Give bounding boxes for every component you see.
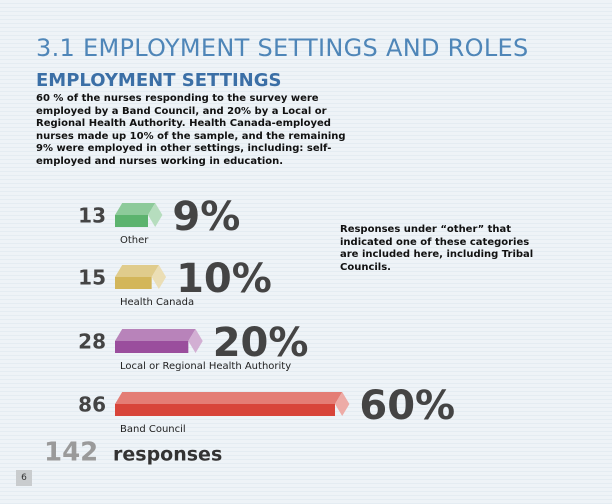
- note: Responses under “other” that indicated o…: [340, 224, 534, 273]
- bar: [115, 404, 335, 416]
- bar: [115, 215, 148, 227]
- category-label: Band Council: [120, 424, 186, 435]
- bar-top: [115, 203, 156, 215]
- bar-top: [115, 392, 343, 404]
- count-label: 86: [78, 393, 106, 417]
- bar-cap: [335, 392, 350, 416]
- count-label: 15: [78, 266, 106, 290]
- category-label: Health Canada: [120, 297, 194, 308]
- count-label: 28: [78, 330, 106, 354]
- intro-text: 60 % of the nurses responding to the sur…: [36, 93, 346, 167]
- total-count: 142: [44, 438, 98, 468]
- bar-cap: [188, 329, 203, 353]
- value-label: 60%: [359, 383, 455, 429]
- bar-cap: [151, 265, 167, 289]
- bar: [115, 277, 152, 289]
- page-number: 6: [16, 470, 32, 486]
- category-label: Other: [120, 235, 149, 246]
- total-label: responses: [113, 444, 222, 466]
- bar-top: [115, 265, 159, 277]
- section-title: EMPLOYMENT SETTINGS: [36, 70, 282, 91]
- category-label: Local or Regional Health Authority: [120, 361, 291, 372]
- bar-cap: [148, 203, 163, 227]
- value-label: 10%: [176, 256, 272, 302]
- count-label: 13: [78, 204, 106, 228]
- value-label: 20%: [213, 320, 309, 366]
- bar: [115, 341, 189, 353]
- page-title: 3.1 EMPLOYMENT SETTINGS AND ROLES: [36, 34, 529, 62]
- bar-top: [115, 329, 196, 341]
- value-label: 9%: [172, 194, 240, 240]
